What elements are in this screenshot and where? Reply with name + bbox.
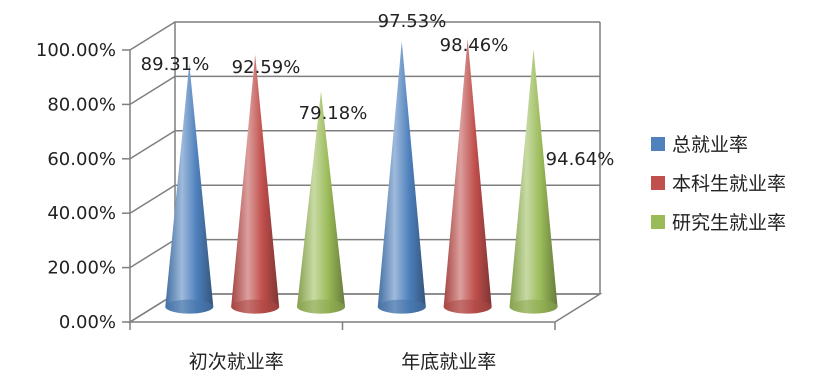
cone-base xyxy=(377,299,426,314)
cone-base xyxy=(443,299,492,314)
legend-label: 总就业率 xyxy=(672,134,748,156)
y-tick-label: 40.00% xyxy=(47,203,116,224)
cone-body xyxy=(377,41,426,314)
plot-area xyxy=(165,38,558,314)
data-labels: 89.31% 97.53% 92.59% 98.46% 79.18% 94.64% xyxy=(141,11,615,170)
legend-label: 本科生就业率 xyxy=(672,173,786,195)
cone-base xyxy=(165,299,214,314)
x-category-label: 年底就业率 xyxy=(401,351,496,372)
cone-base xyxy=(231,299,280,314)
cone-bar xyxy=(509,49,558,314)
data-label: 97.53% xyxy=(378,11,447,32)
data-label: 98.46% xyxy=(440,35,509,56)
cone-bar xyxy=(165,63,214,314)
cone-body xyxy=(509,49,558,314)
cone-bar xyxy=(231,54,280,314)
legend-label: 研究生就业率 xyxy=(672,212,786,234)
y-tick-label: 0.00% xyxy=(59,312,116,333)
legend-swatch xyxy=(651,176,665,190)
y-tick-label: 20.00% xyxy=(47,258,116,279)
gridline xyxy=(129,21,600,51)
cone-base xyxy=(297,299,346,314)
cone-bar xyxy=(297,91,346,314)
y-tick-label: 80.00% xyxy=(47,94,116,115)
y-tick-label: 60.00% xyxy=(47,149,116,170)
cone-bar xyxy=(377,41,426,314)
data-label: 89.31% xyxy=(141,54,210,75)
data-label: 92.59% xyxy=(232,57,301,78)
cone-body xyxy=(443,38,492,314)
axes: 0.00% 20.00% 40.00% 60.00% 80.00% 100.00% 初次就业… xyxy=(36,40,603,372)
data-label: 79.18% xyxy=(299,103,368,124)
cone-body xyxy=(165,63,214,314)
cone-body xyxy=(297,91,346,314)
legend-swatch xyxy=(651,137,665,151)
cone-bar xyxy=(443,38,492,314)
cone-base xyxy=(509,299,558,314)
x-category-label: 初次就业率 xyxy=(189,351,284,372)
floor xyxy=(127,293,603,323)
cone-body xyxy=(231,54,280,314)
data-label: 94.64% xyxy=(546,149,615,170)
legend-swatch xyxy=(651,215,665,229)
y-tick-label: 100.00% xyxy=(36,40,116,61)
